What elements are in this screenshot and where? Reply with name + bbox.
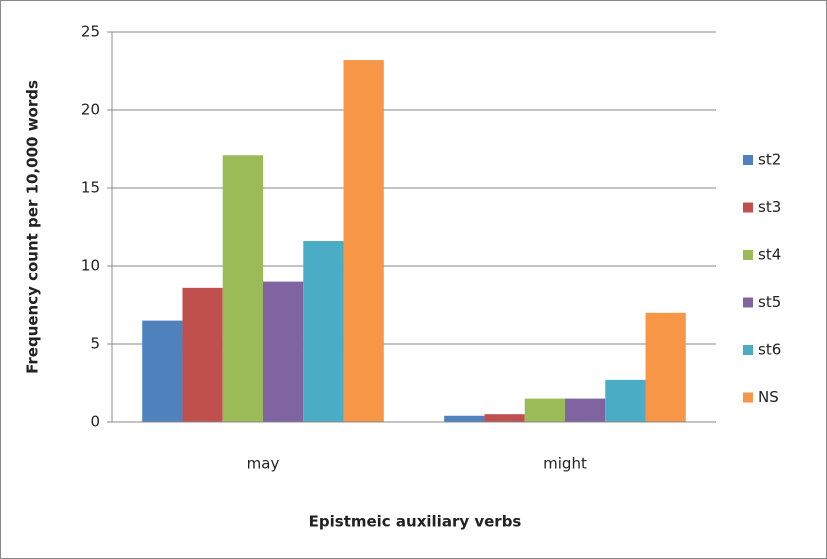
- bar: [605, 379, 646, 422]
- y-tick-label: 15: [81, 179, 100, 197]
- bar: [484, 414, 525, 422]
- legend-label: st3: [758, 198, 781, 216]
- x-tick-label: may: [247, 455, 280, 473]
- y-tick-label: 10: [81, 257, 100, 275]
- y-tick-label: 20: [81, 101, 100, 119]
- legend-label: st5: [758, 293, 781, 311]
- bar: [343, 60, 384, 422]
- legend-swatch: [743, 202, 753, 213]
- y-axis-title: Frequency count per 10,000 words: [24, 80, 42, 374]
- bar: [222, 155, 263, 423]
- bar: [263, 281, 304, 422]
- x-axis-title: Epistmeic auxiliary verbs: [309, 513, 522, 531]
- legend-label: NS: [758, 388, 779, 406]
- bar: [565, 398, 606, 422]
- legend-swatch: [743, 392, 753, 403]
- legend-swatch: [743, 345, 753, 355]
- bar: [303, 241, 344, 422]
- legend-label: st6: [758, 341, 781, 359]
- bar: [444, 415, 485, 422]
- x-tick-label: might: [543, 455, 587, 473]
- legend-label: st2: [758, 151, 781, 169]
- legend-swatch: [743, 250, 753, 260]
- bar: [645, 312, 686, 422]
- bar: [182, 287, 223, 422]
- y-tick-label: 25: [81, 23, 100, 41]
- bar: [524, 398, 565, 422]
- legend-swatch: [743, 297, 753, 308]
- y-tick-label: 0: [90, 413, 100, 431]
- bar: [142, 320, 183, 422]
- legend-label: st4: [758, 246, 781, 264]
- y-tick-label: 5: [90, 335, 100, 353]
- legend-swatch: [743, 155, 753, 165]
